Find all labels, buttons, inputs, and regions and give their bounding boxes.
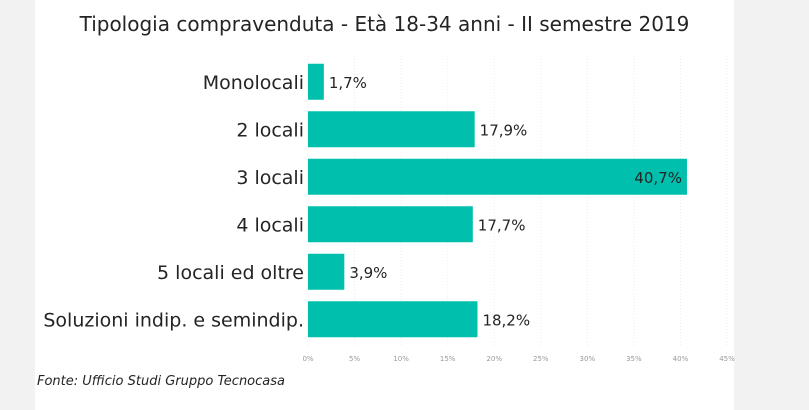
category-label: 3 locali — [236, 167, 304, 189]
x-tick-label: 0% — [302, 355, 313, 363]
x-tick-label: 10% — [393, 355, 409, 363]
x-tick-label: 5% — [349, 355, 360, 363]
category-label: Monolocali — [203, 72, 304, 94]
data-label: 3,9% — [349, 264, 387, 282]
bar — [308, 301, 478, 338]
data-label: 1,7% — [329, 74, 367, 92]
x-tick-label: 30% — [580, 355, 596, 363]
category-label: 2 locali — [236, 119, 304, 141]
x-tick-label: 15% — [440, 355, 456, 363]
data-label: 17,9% — [480, 121, 528, 139]
data-label: 18,2% — [482, 311, 530, 329]
left-margin — [0, 0, 35, 410]
x-tick-label: 40% — [673, 355, 689, 363]
bar — [308, 63, 324, 100]
chart-title: Tipologia compravenduta - Età 18-34 anni… — [79, 12, 690, 36]
category-label: 4 locali — [236, 214, 304, 236]
x-tick-label: 25% — [533, 355, 549, 363]
bar — [308, 111, 475, 148]
data-label: 40,7% — [634, 169, 682, 187]
x-tick-label: 35% — [626, 355, 642, 363]
bar — [308, 206, 473, 243]
data-label: 17,7% — [478, 216, 526, 234]
bar — [308, 253, 345, 290]
category-label: 5 locali ed oltre — [157, 262, 304, 284]
source-note: Fonte: Ufficio Studi Gruppo Tecnocasa — [37, 374, 285, 389]
category-label: Soluzioni indip. e semindip. — [43, 309, 304, 331]
x-tick-label: 20% — [486, 355, 502, 363]
x-tick-label: 45% — [719, 355, 735, 363]
bar — [308, 158, 687, 195]
right-margin — [734, 0, 809, 410]
